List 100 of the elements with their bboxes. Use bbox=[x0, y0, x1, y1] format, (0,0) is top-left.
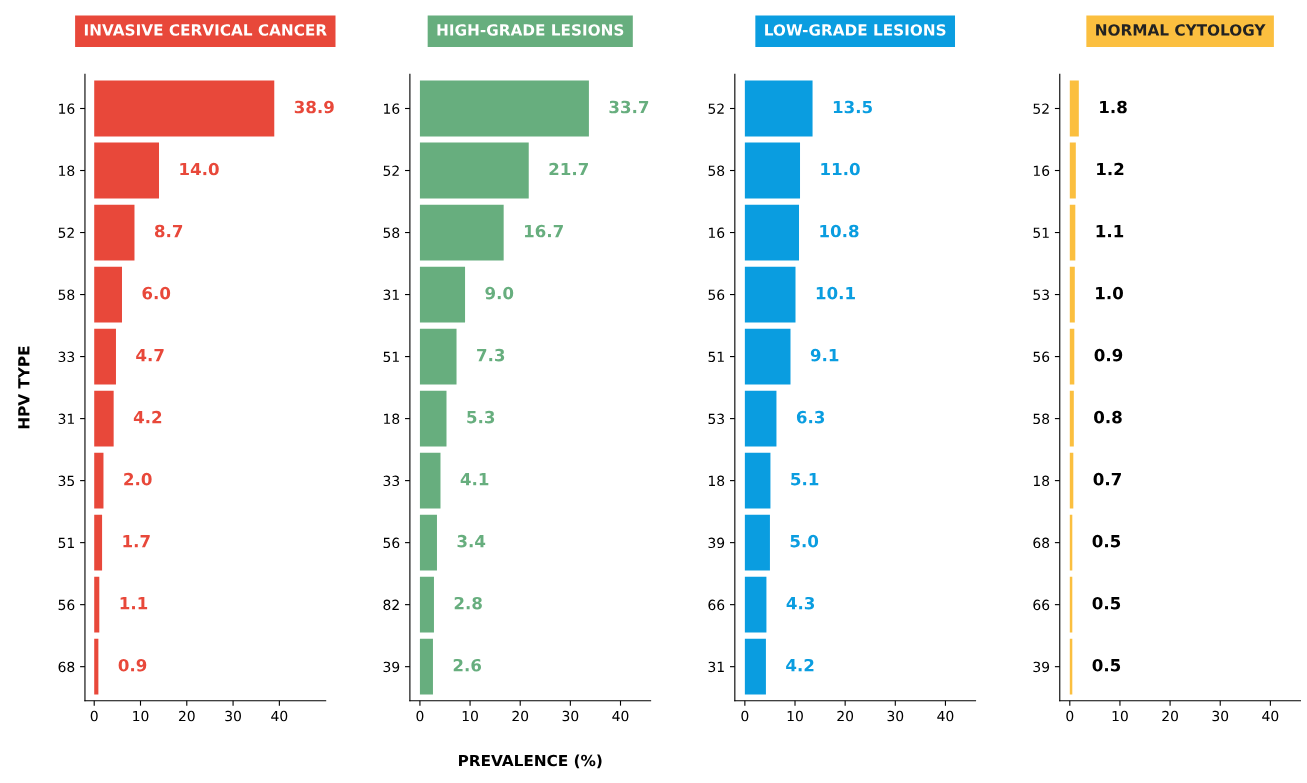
x-tick-label: 10 bbox=[462, 710, 478, 722]
x-tick-label: 30 bbox=[562, 710, 579, 722]
y-tick-label: 18 bbox=[59, 165, 75, 176]
data-label: 1.0 bbox=[1096, 286, 1123, 300]
y-tick-label: 31 bbox=[708, 661, 724, 673]
data-label: 6.0 bbox=[142, 286, 171, 300]
y-tick-label: 66 bbox=[1033, 599, 1050, 611]
y-tick-label: 31 bbox=[383, 289, 399, 301]
y-tick-label: 58 bbox=[383, 227, 400, 239]
y-tick-label: 66 bbox=[708, 599, 725, 611]
y-tick-label: 52 bbox=[58, 227, 74, 239]
x-tick-label: 20 bbox=[178, 710, 195, 722]
y-tick-label: 16 bbox=[1033, 165, 1050, 176]
data-label: 0.9 bbox=[1094, 348, 1123, 362]
x-tick-label: 0 bbox=[416, 710, 424, 722]
bar bbox=[94, 390, 114, 447]
y-tick-label: 18 bbox=[384, 413, 400, 425]
y-tick-label: 58 bbox=[58, 289, 75, 301]
bar bbox=[94, 266, 122, 323]
data-label: 10.8 bbox=[820, 224, 859, 238]
data-label: 1.2 bbox=[1097, 162, 1124, 176]
bar bbox=[94, 80, 275, 137]
y-tick-label: 18 bbox=[1033, 475, 1050, 487]
x-tick-label: 0 bbox=[1066, 710, 1074, 722]
bar bbox=[419, 638, 433, 695]
data-label: 4.1 bbox=[460, 473, 489, 486]
data-label: 0.5 bbox=[1092, 658, 1121, 672]
data-label: 4.3 bbox=[786, 596, 815, 610]
data-label: 6.3 bbox=[796, 410, 825, 424]
y-tick-label: 51 bbox=[383, 351, 399, 363]
data-label: 14.0 bbox=[180, 162, 219, 176]
data-label: 3.4 bbox=[457, 534, 486, 548]
data-label: 2.6 bbox=[453, 658, 482, 672]
bar bbox=[419, 204, 504, 261]
x-tick-label: 40 bbox=[1262, 710, 1279, 722]
y-tick-label: 52 bbox=[383, 165, 399, 176]
data-label: 0.8 bbox=[1094, 410, 1122, 424]
y-tick-label: 31 bbox=[58, 413, 74, 425]
bar bbox=[419, 452, 441, 509]
data-label: 9.1 bbox=[810, 348, 839, 362]
data-label: 13.5 bbox=[833, 100, 872, 114]
y-tick-label: 51 bbox=[1033, 227, 1049, 239]
bar bbox=[94, 142, 160, 199]
data-label: 0.5 bbox=[1092, 596, 1121, 610]
bar bbox=[419, 328, 457, 385]
data-label: 38.9 bbox=[294, 100, 334, 114]
bar bbox=[94, 638, 99, 695]
y-tick-label: 16 bbox=[384, 103, 400, 114]
data-label: 2.8 bbox=[454, 596, 482, 610]
data-label: 7.3 bbox=[477, 348, 505, 362]
data-label: 21.7 bbox=[549, 162, 588, 176]
y-tick-label: 53 bbox=[708, 413, 724, 425]
y-tick-label: 58 bbox=[1033, 413, 1050, 425]
y-tick-label: 39 bbox=[708, 537, 725, 549]
y-tick-label: 68 bbox=[58, 661, 75, 673]
y-tick-label: 16 bbox=[59, 103, 75, 114]
bar bbox=[744, 390, 777, 447]
y-tick-label: 56 bbox=[1033, 351, 1050, 363]
data-label: 1.8 bbox=[1100, 100, 1127, 114]
chart-title: NORMAL CYTOLOGY bbox=[1096, 24, 1266, 36]
y-tick-label: 16 bbox=[708, 227, 725, 239]
x-tick-label: 0 bbox=[90, 710, 98, 722]
data-label: 1.1 bbox=[120, 597, 148, 610]
x-tick-label: 30 bbox=[887, 710, 904, 722]
x-tick-label: 30 bbox=[225, 710, 241, 722]
data-label: 2.0 bbox=[124, 472, 152, 486]
chart-title: HIGH-GRADE LESIONS bbox=[437, 24, 624, 36]
x-tick-label: 20 bbox=[1162, 710, 1178, 722]
x-tick-label: 0 bbox=[741, 710, 749, 722]
y-tick-label: 33 bbox=[383, 475, 400, 487]
y-tick-label: 56 bbox=[708, 289, 725, 301]
y-tick-label: 53 bbox=[1033, 289, 1049, 301]
bar bbox=[744, 80, 813, 137]
x-tick-label: 40 bbox=[612, 710, 629, 722]
data-label: 1.1 bbox=[1096, 224, 1124, 238]
y-tick-label: 51 bbox=[708, 351, 724, 363]
bar bbox=[419, 142, 529, 199]
bar bbox=[744, 514, 770, 571]
bar bbox=[419, 390, 447, 447]
data-label: 8.7 bbox=[154, 224, 183, 238]
y-tick-label: 18 bbox=[708, 475, 725, 487]
y-tick-label: 68 bbox=[1033, 537, 1050, 549]
data-label: 4.2 bbox=[133, 410, 162, 424]
bar bbox=[744, 576, 767, 633]
bar bbox=[744, 266, 796, 323]
data-label: 10.1 bbox=[816, 286, 855, 300]
bar bbox=[744, 204, 800, 261]
bar bbox=[419, 80, 589, 137]
data-label: 5.3 bbox=[467, 410, 495, 424]
data-label: 9.0 bbox=[485, 286, 514, 300]
data-label: 4.7 bbox=[136, 349, 164, 362]
data-label: 4.2 bbox=[786, 658, 814, 672]
x-tick-label: 20 bbox=[837, 710, 854, 722]
x-tick-label: 20 bbox=[512, 710, 529, 722]
y-tick-label: 39 bbox=[383, 661, 400, 673]
y-tick-label: 35 bbox=[58, 475, 75, 487]
bar bbox=[744, 452, 771, 509]
bar bbox=[94, 328, 116, 385]
y-tick-label: 33 bbox=[58, 351, 75, 363]
bar bbox=[94, 514, 103, 571]
